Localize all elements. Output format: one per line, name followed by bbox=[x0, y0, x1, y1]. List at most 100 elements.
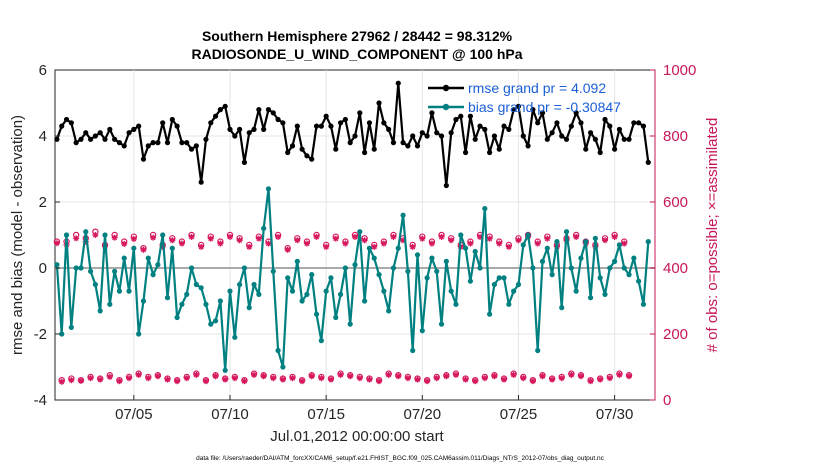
x-tick-label: 07/05 bbox=[115, 406, 153, 423]
obs-assimilated-stroke bbox=[213, 373, 219, 379]
bias-point bbox=[323, 288, 329, 294]
obs-assimilated-point bbox=[222, 376, 229, 383]
obs-assimilated-point bbox=[438, 233, 445, 240]
obs-assimilated-stroke bbox=[232, 375, 238, 381]
bias-point bbox=[275, 347, 281, 354]
bias-point bbox=[414, 252, 421, 258]
rmse-point bbox=[87, 136, 94, 142]
rmse-point bbox=[462, 149, 469, 156]
bias-point bbox=[289, 288, 296, 294]
bias-point bbox=[462, 245, 469, 251]
bias-point bbox=[83, 229, 89, 235]
bias-point bbox=[626, 272, 632, 278]
bias-point bbox=[261, 225, 267, 231]
obs-assimilated-point bbox=[140, 246, 147, 253]
rmse-point bbox=[578, 120, 584, 126]
obs-assimilated-stroke bbox=[265, 241, 272, 247]
obs-assimilated-stroke bbox=[179, 241, 185, 247]
bias-point bbox=[419, 328, 425, 334]
obs-assimilated-stroke bbox=[136, 372, 142, 378]
bias-point bbox=[592, 235, 598, 241]
obs-assimilated-point bbox=[284, 246, 291, 253]
rmse-point bbox=[280, 120, 286, 126]
obs-assimilated-point bbox=[472, 378, 479, 385]
obs-assimilated-point bbox=[121, 240, 128, 247]
rmse-point bbox=[59, 123, 65, 129]
bias-point bbox=[583, 239, 589, 245]
chart-subtitle: RADIOSONDE_U_WIND_COMPONENT @ 100 hPa bbox=[191, 46, 522, 62]
rmse-point bbox=[525, 143, 531, 149]
obs-assimilated-point bbox=[106, 373, 113, 380]
obs-assimilated-point bbox=[241, 378, 248, 385]
rmse-point bbox=[424, 133, 430, 139]
obs-assimilated-point bbox=[395, 373, 402, 380]
obs-assimilated-stroke bbox=[270, 375, 276, 381]
bias-point bbox=[54, 262, 60, 268]
bias-point bbox=[203, 301, 209, 307]
rmse-point bbox=[381, 120, 387, 126]
obs-assimilated-stroke bbox=[410, 244, 416, 250]
obs-assimilated-stroke bbox=[68, 377, 74, 383]
rmse-point bbox=[515, 103, 522, 109]
bias-point bbox=[342, 265, 348, 271]
rmse-point bbox=[362, 149, 368, 156]
rmse-point bbox=[92, 133, 98, 139]
rmse-point bbox=[237, 126, 243, 132]
obs-assimilated-point bbox=[313, 233, 320, 240]
rmse-point bbox=[270, 110, 276, 116]
obs-assimilated-stroke bbox=[304, 241, 310, 247]
obs-assimilated-stroke bbox=[203, 378, 209, 384]
bias-point bbox=[443, 258, 449, 264]
rmse-point bbox=[414, 143, 421, 149]
rmse-point bbox=[102, 136, 108, 142]
bias-point bbox=[241, 265, 248, 271]
rmse-point bbox=[530, 107, 536, 113]
rmse-point bbox=[371, 146, 377, 152]
bias-point bbox=[424, 275, 430, 281]
obs-assimilated-point bbox=[626, 373, 633, 380]
obs-assimilated-point bbox=[318, 375, 325, 382]
rmse-point bbox=[73, 140, 79, 146]
obs-assimilated-point bbox=[376, 378, 383, 385]
obs-assimilated-stroke bbox=[366, 376, 372, 383]
rmse-point bbox=[121, 143, 127, 149]
obs-assimilated-stroke bbox=[607, 375, 613, 381]
obs-assimilated-point bbox=[251, 371, 258, 378]
obs-layer bbox=[53, 228, 633, 385]
obs-assimilated-point bbox=[380, 240, 387, 247]
rmse-point bbox=[265, 107, 272, 113]
bias-point bbox=[160, 232, 166, 238]
rmse-point bbox=[535, 120, 541, 126]
bias-point bbox=[434, 268, 440, 274]
rmse-layer bbox=[54, 80, 651, 189]
obs-assimilated-point bbox=[265, 240, 272, 247]
obs-assimilated-stroke bbox=[323, 244, 329, 250]
obs-assimilated-point bbox=[404, 375, 411, 382]
obs-assimilated-point bbox=[246, 243, 253, 250]
obs-assimilated-stroke bbox=[78, 378, 84, 384]
rmse-point bbox=[337, 120, 344, 126]
obs-assimilated-stroke bbox=[506, 244, 512, 250]
rmse-point bbox=[347, 140, 353, 146]
rmse-point bbox=[289, 143, 296, 149]
obs-assimilated-point bbox=[597, 376, 604, 383]
bias-point bbox=[352, 262, 358, 268]
rmse-point bbox=[188, 146, 195, 152]
rmse-point bbox=[597, 149, 603, 156]
x-tick-label: 07/15 bbox=[307, 406, 345, 423]
obs-assimilated-stroke bbox=[131, 236, 137, 242]
obs-assimilated-stroke bbox=[97, 376, 103, 383]
rmse-point bbox=[429, 110, 435, 116]
bias-point bbox=[496, 275, 502, 281]
bias-point bbox=[515, 281, 522, 288]
obs-assimilated-point bbox=[58, 378, 65, 385]
rmse-point bbox=[554, 120, 560, 126]
obs-assimilated-stroke bbox=[395, 373, 401, 379]
rmse-point bbox=[246, 130, 252, 136]
bias-point bbox=[107, 301, 113, 307]
bias-point bbox=[381, 288, 387, 294]
obs-assimilated-stroke bbox=[559, 375, 565, 381]
rmse-point bbox=[232, 133, 238, 139]
bias-point bbox=[347, 321, 353, 327]
obs-assimilated-stroke bbox=[275, 234, 281, 240]
